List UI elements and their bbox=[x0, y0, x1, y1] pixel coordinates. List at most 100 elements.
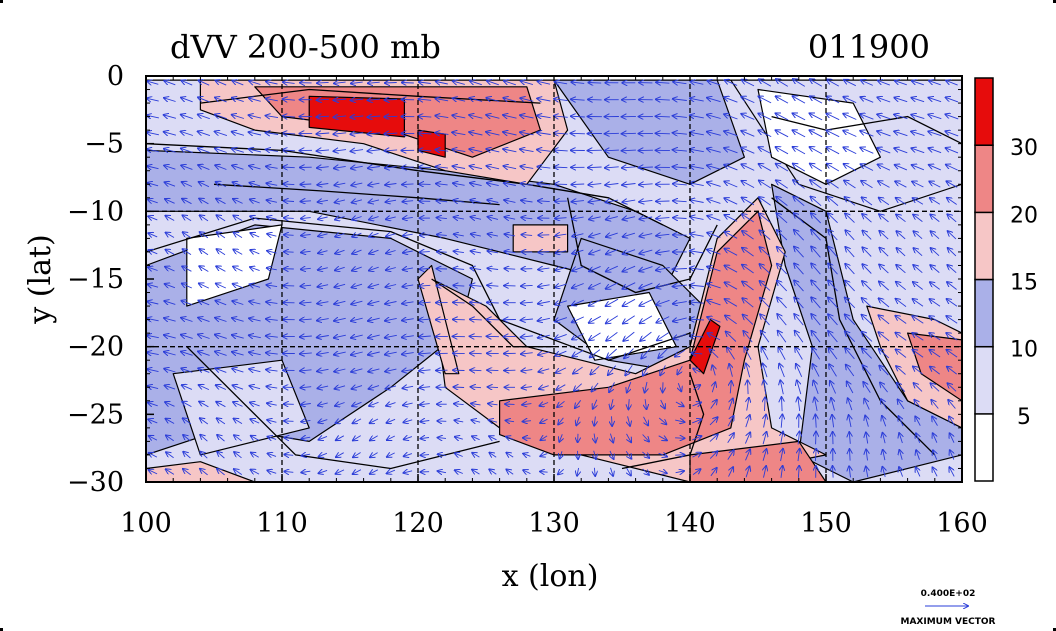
wind-vector-550 bbox=[523, 454, 531, 457]
wind-vector-1046 bbox=[879, 315, 890, 325]
wind-vector-377 bbox=[402, 369, 414, 371]
wind-vector-469 bbox=[470, 302, 482, 303]
wind-vector-751 bbox=[673, 201, 687, 202]
wind-vector-692 bbox=[628, 416, 630, 425]
wind-vector-1073 bbox=[896, 366, 906, 375]
wind-vector-872 bbox=[759, 214, 771, 223]
wind-vector-299 bbox=[352, 267, 362, 271]
wind-vector-752 bbox=[673, 218, 687, 219]
wind-vector-634 bbox=[589, 249, 601, 254]
wind-vector-540 bbox=[521, 285, 533, 286]
wind-vector-476 bbox=[472, 420, 481, 422]
wind-vector-316 bbox=[368, 150, 381, 152]
wind-vector-566 bbox=[538, 318, 550, 321]
wind-vector-555 bbox=[537, 133, 551, 135]
wind-vector-1006 bbox=[850, 449, 851, 461]
wind-vector-51 bbox=[181, 132, 194, 136]
colorbar-tick-label: 20 bbox=[1010, 203, 1038, 228]
wind-vector-814 bbox=[709, 451, 717, 459]
wind-vector-556 bbox=[537, 150, 551, 152]
wind-vector-994 bbox=[845, 247, 855, 258]
wind-vector-1008 bbox=[861, 80, 873, 86]
wind-vector-29 bbox=[164, 166, 176, 170]
wind-vector-435 bbox=[452, 132, 466, 134]
wind-vector-49 bbox=[181, 98, 193, 103]
wind-vector-979 bbox=[831, 398, 834, 411]
wind-vector-105 bbox=[217, 232, 226, 239]
wind-vector-879 bbox=[761, 331, 770, 343]
wind-vector-929 bbox=[796, 364, 803, 377]
wind-vector-976 bbox=[829, 348, 838, 360]
wind-vector-681 bbox=[623, 233, 636, 237]
wind-vector-507 bbox=[503, 132, 517, 135]
wind-vector-970 bbox=[828, 247, 838, 258]
wind-vector-803 bbox=[707, 267, 721, 272]
wind-vector-707 bbox=[639, 266, 653, 272]
x-tick-label: 130 bbox=[528, 508, 580, 539]
wind-vector-767 bbox=[675, 471, 684, 473]
wind-vector-227 bbox=[301, 268, 311, 269]
wind-vector-916 bbox=[793, 147, 806, 155]
wind-vector-329 bbox=[368, 369, 380, 372]
wind-vector-133 bbox=[232, 301, 244, 305]
wind-vector-185 bbox=[266, 370, 278, 372]
wind-vector-966 bbox=[827, 180, 839, 189]
wind-vector-1000 bbox=[845, 348, 855, 360]
wind-vector-820 bbox=[724, 148, 738, 154]
wind-vector-922 bbox=[794, 247, 804, 258]
wind-vector-1045 bbox=[879, 298, 890, 308]
wind-vector-1039 bbox=[879, 198, 890, 206]
wind-vector-1028 bbox=[865, 416, 868, 427]
wind-vector-256 bbox=[317, 352, 329, 354]
wind-vector-213 bbox=[284, 438, 294, 439]
wind-vector-9 bbox=[148, 233, 158, 237]
wind-vector-870 bbox=[759, 181, 772, 189]
wind-vector-441 bbox=[454, 234, 464, 236]
wind-vector-455 bbox=[455, 470, 463, 473]
wind-vector-919 bbox=[793, 197, 805, 207]
wind-vector-641 bbox=[590, 365, 600, 374]
wind-vector-159 bbox=[249, 335, 261, 337]
wind-vector-319 bbox=[369, 200, 380, 203]
wind-vector-109 bbox=[215, 301, 227, 306]
wind-vector-1056 bbox=[895, 81, 907, 86]
wind-vector-345 bbox=[386, 234, 396, 237]
wind-vector-1020 bbox=[862, 281, 872, 291]
wind-vector-622 bbox=[578, 450, 579, 459]
wind-vector-40 bbox=[164, 352, 176, 355]
wind-vector-785 bbox=[693, 369, 701, 373]
wind-vector-938 bbox=[810, 113, 823, 121]
wind-vector-77 bbox=[198, 165, 210, 171]
wind-vector-670 bbox=[610, 450, 614, 459]
vector-legend: 0.400E+02 MAXIMUM VECTOR bbox=[900, 589, 995, 627]
wind-vector-732 bbox=[656, 284, 670, 288]
wind-vector-265 bbox=[334, 99, 347, 100]
wind-vector-128 bbox=[233, 216, 243, 221]
wind-vector-794 bbox=[707, 115, 721, 119]
wind-vector-282 bbox=[335, 386, 346, 389]
wind-vector-222 bbox=[300, 184, 312, 185]
wind-vector-997 bbox=[845, 298, 856, 309]
wind-vector-853 bbox=[742, 298, 754, 308]
wind-vector-824 bbox=[725, 215, 738, 222]
wind-vector-980 bbox=[832, 415, 834, 428]
wind-vector-1115 bbox=[930, 265, 940, 273]
wind-vector-466 bbox=[471, 251, 481, 253]
wind-vector-161 bbox=[249, 369, 261, 372]
wind-vector-1025 bbox=[863, 365, 872, 376]
wind-vector-450 bbox=[454, 387, 465, 388]
wind-vector-1026 bbox=[863, 382, 871, 393]
wind-vector-557 bbox=[537, 167, 551, 169]
wind-vector-112 bbox=[215, 352, 227, 356]
wind-vector-235 bbox=[301, 404, 311, 405]
wind-vector-318 bbox=[368, 183, 380, 185]
wind-vector-1029 bbox=[866, 433, 868, 444]
wind-vector-181 bbox=[266, 302, 278, 304]
wind-vector-285 bbox=[336, 436, 345, 440]
wind-vector-723 bbox=[656, 133, 670, 134]
wind-vector-383 bbox=[404, 471, 413, 473]
wind-vector-417 bbox=[437, 235, 447, 236]
wind-vector-368 bbox=[403, 217, 413, 218]
wind-vector-246 bbox=[317, 184, 329, 186]
wind-vector-38 bbox=[164, 318, 176, 321]
